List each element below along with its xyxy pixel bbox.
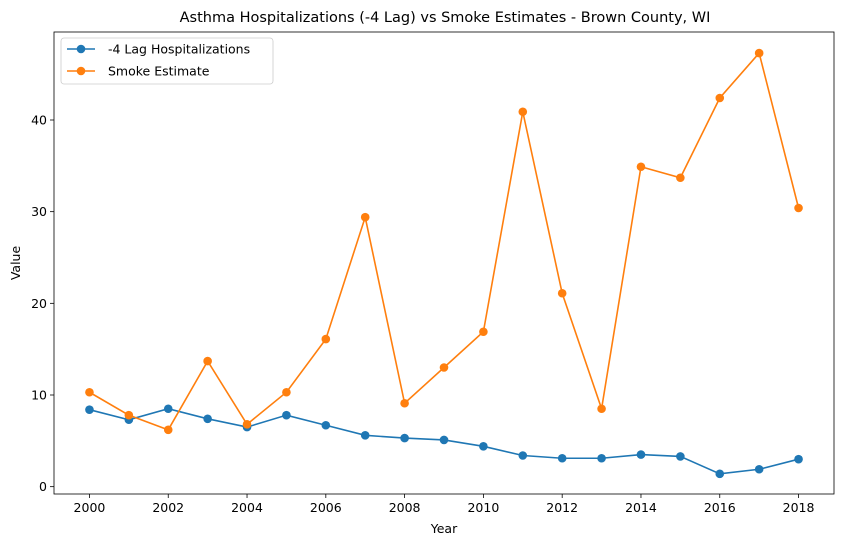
- data-point: [754, 464, 764, 474]
- y-tick-label: 40: [31, 113, 47, 128]
- y-tick-label: 0: [39, 479, 47, 494]
- data-point: [124, 410, 134, 420]
- chart-title: Asthma Hospitalizations (-4 Lag) vs Smok…: [180, 10, 711, 26]
- data-point: [400, 398, 409, 408]
- x-axis: 2000 2002 2004 2006 2008 2010 2012 2014 2016 2018: [74, 494, 815, 515]
- data-point: [439, 363, 449, 372]
- x-tick-label: 2002: [152, 500, 184, 515]
- data-point: [676, 173, 685, 183]
- data-point: [597, 453, 606, 463]
- x-axis-label: Year: [430, 521, 458, 536]
- data-point: [715, 93, 725, 103]
- data-point: [321, 334, 331, 344]
- data-point: [282, 387, 291, 397]
- data-point: [676, 452, 685, 461]
- legend-marker: [76, 66, 86, 76]
- data-point: [321, 420, 331, 430]
- legend-marker: [76, 44, 86, 54]
- y-tick-label: 30: [31, 204, 47, 219]
- data-point: [439, 435, 449, 445]
- y-tick-label: 10: [31, 388, 47, 403]
- data-point: [794, 203, 803, 213]
- data-point: [557, 288, 567, 298]
- x-tick-label: 2018: [783, 500, 815, 515]
- data-point: [203, 356, 212, 366]
- x-tick-label: 2016: [704, 500, 736, 515]
- data-point: [282, 410, 291, 420]
- legend-box: [60, 37, 274, 85]
- plot-frame: [53, 31, 835, 495]
- data-point: [557, 453, 567, 463]
- legend-label: Smoke Estimate: [108, 64, 210, 79]
- data-point: [518, 107, 528, 117]
- data-point: [203, 414, 212, 424]
- data-point: [360, 212, 370, 222]
- data-point: [242, 420, 252, 429]
- x-tick-label: 2008: [389, 500, 421, 515]
- data-point: [794, 454, 803, 464]
- data-point: [360, 431, 370, 440]
- y-axis-label: Value: [8, 246, 23, 281]
- series-line: [89, 51, 800, 431]
- data-point: [163, 425, 173, 435]
- data-point: [400, 433, 409, 443]
- data-point: [518, 451, 528, 460]
- data-point: [754, 48, 764, 58]
- data-point: [715, 469, 725, 479]
- x-tick-label: 2000: [74, 500, 106, 515]
- y-axis: 0 10 20 30 40: [31, 113, 54, 494]
- data-point: [85, 405, 94, 414]
- legend: -4 Lag Hospitalizations Smoke Estimate: [60, 37, 274, 85]
- x-tick-label: 2012: [546, 500, 578, 515]
- x-tick-label: 2004: [231, 500, 263, 515]
- x-tick-label: 2006: [310, 500, 342, 515]
- data-point: [636, 162, 646, 172]
- data-point: [85, 387, 94, 397]
- data-point: [163, 404, 173, 414]
- series-layer: [85, 48, 803, 479]
- data-point: [636, 450, 646, 459]
- y-tick-label: 20: [31, 296, 47, 311]
- x-tick-label: 2014: [625, 500, 657, 515]
- x-tick-label: 2010: [467, 500, 499, 515]
- data-point: [479, 327, 488, 337]
- data-point: [479, 442, 488, 451]
- plot-area: [53, 31, 835, 495]
- legend-label: -4 Lag Hospitalizations: [108, 42, 250, 57]
- data-point: [597, 404, 606, 414]
